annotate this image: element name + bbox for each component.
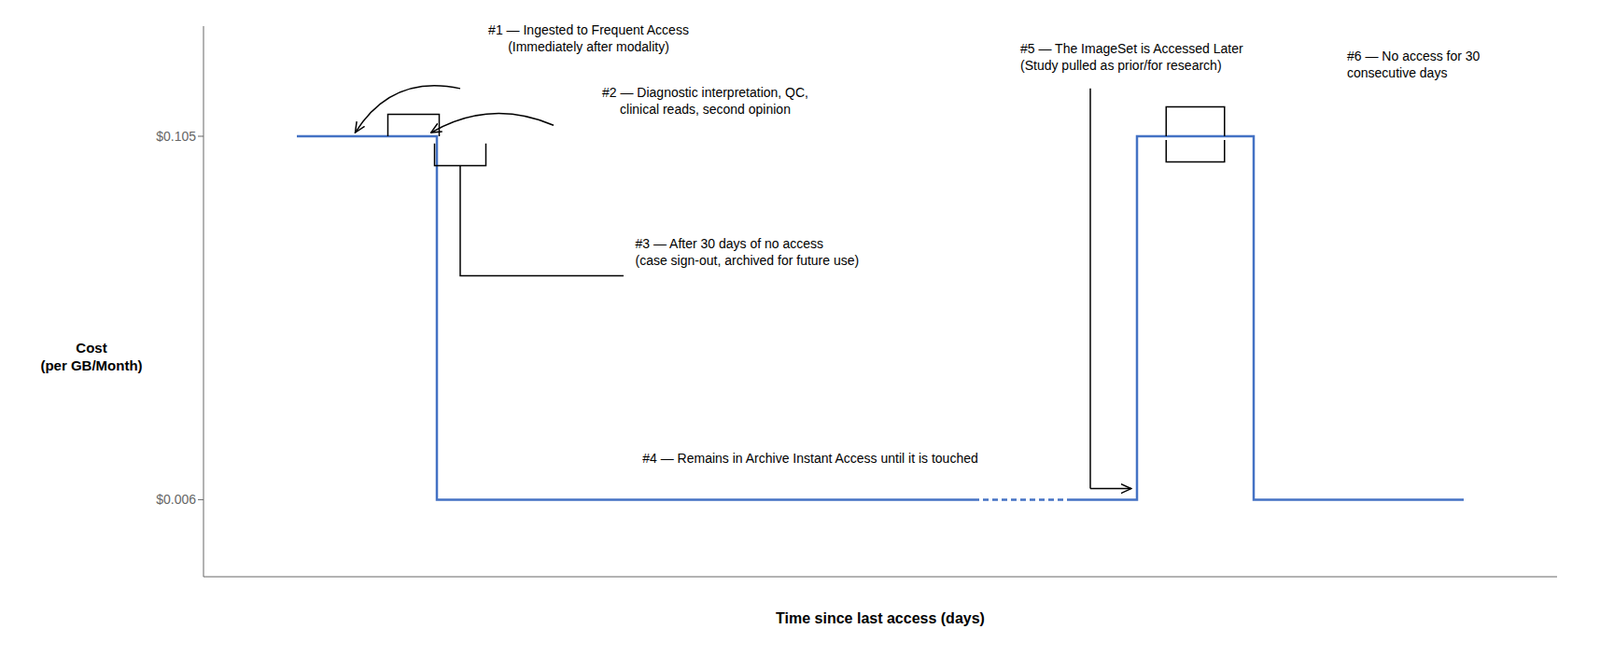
svg-text:Time since last access (days): Time since last access (days) <box>775 610 985 627</box>
svg-text:$0.006: $0.006 <box>155 491 197 507</box>
html-text:Cost (per GB/Month): Cost (per GB/Month) <box>40 339 143 374</box>
html-text:#6 — No access for 30 consecut: #6 — No access for 30 consecutive days <box>1347 48 1480 81</box>
html-text:#1 — Ingested to Frequent Acce: #1 — Ingested to Frequent Access (Immedi… <box>488 22 689 55</box>
svg-text:$0.105: $0.105 <box>155 128 197 144</box>
html-text:#5 — The ImageSet is Accessed: #5 — The ImageSet is Accessed Later (Stu… <box>1020 41 1244 73</box>
html-text:#3 — After 30 days of no acces: #3 — After 30 days of no access (case si… <box>635 235 859 268</box>
html-text:#2 — Diagnostic interpretation: #2 — Diagnostic interpretation, QC, clin… <box>602 85 809 117</box>
html-text:#4 — Remains in Archive Instan: #4 — Remains in Archive Instant Access u… <box>642 450 979 466</box>
